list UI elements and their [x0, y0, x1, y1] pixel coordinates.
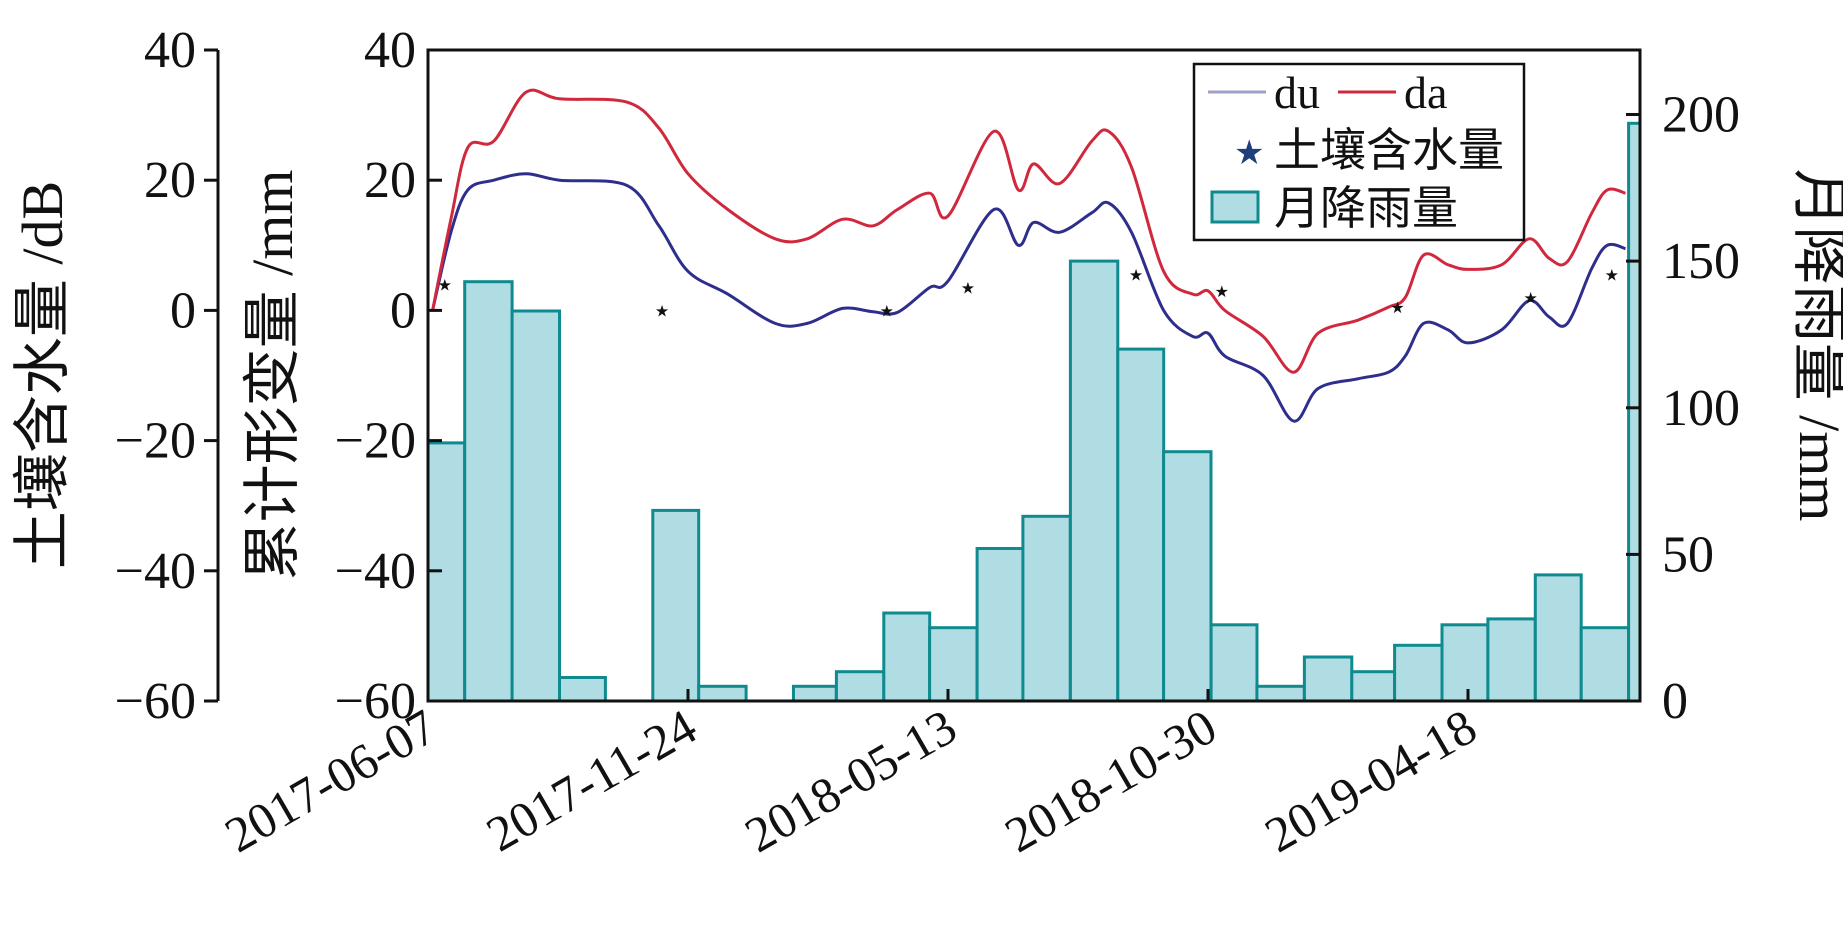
legend-soil-label: 土壤含水量	[1274, 125, 1504, 176]
legend-du-label: du	[1274, 67, 1320, 118]
rainfall-bar	[834, 670, 886, 703]
deformation-tick-label: 0	[390, 282, 416, 339]
plot-frame	[426, 48, 1642, 703]
legend-soil-star: ★	[1234, 135, 1264, 172]
rainfall-bar	[697, 684, 748, 703]
rainfall-bars	[426, 121, 1642, 703]
rainfall-bar	[558, 676, 607, 703]
rainfall-bar	[1579, 626, 1631, 703]
x-axis: 2017-06-07 2017-11-24 2018-05-13 2018-10-30…	[215, 689, 1486, 863]
soil-moisture-tick-label: 20	[144, 152, 196, 209]
deformation-axis-title: 累计形变量 /mm	[240, 170, 305, 581]
rainfall-axis-title: 月降雨量 /mm	[1787, 169, 1843, 522]
deformation-tick-label: 20	[364, 152, 416, 209]
x-tick-label: 2018-05-13	[735, 698, 965, 863]
rainfall-tick-label: 50	[1662, 526, 1714, 583]
rainfall-bar	[1068, 259, 1120, 703]
rainfall-bar	[651, 508, 701, 703]
soil-moisture-tick-label: −40	[115, 543, 196, 600]
rainfall-bar	[1255, 684, 1306, 703]
deformation-tick-label: −60	[335, 673, 416, 730]
series-line-du	[431, 172, 1626, 423]
soil-moisture-point: ★	[438, 277, 452, 294]
rainfall-bar	[928, 626, 979, 703]
deformation-tick-label: −40	[335, 543, 416, 600]
deformation-tick-label: −20	[335, 413, 416, 470]
rainfall-bar	[510, 309, 561, 703]
rainfall-bar	[1162, 450, 1213, 703]
legend-rain-swatch	[1210, 190, 1260, 224]
deformation-tick-label: 40	[364, 22, 416, 79]
soil-moisture-tick-label: −60	[115, 673, 196, 730]
soil-moisture-axis: 40 20 0 −20 −40 −60 土壤含水量 /dB	[10, 22, 220, 730]
legend-da-label: da	[1404, 67, 1447, 118]
rainfall-bar	[1533, 573, 1583, 703]
soil-moisture-point: ★	[1215, 284, 1229, 301]
rainfall-tick-label: 150	[1662, 233, 1740, 290]
deformation-lines	[431, 88, 1626, 423]
rainfall-bar	[1440, 623, 1490, 703]
x-tick-label: 2017-11-24	[477, 698, 705, 862]
rainfall-bar	[1627, 121, 1642, 703]
x-tick-label: 2018-10-30	[995, 698, 1225, 863]
x-tick-label: 2019-04-18	[1255, 698, 1485, 863]
rainfall-bar	[975, 547, 1025, 703]
soil-moisture-point: ★	[961, 281, 975, 298]
soil-moisture-tick-label: −20	[115, 413, 196, 470]
x-tick-label: 2017-06-07	[215, 698, 445, 863]
legend: du da ★ 土壤含水量 月降雨量	[1192, 62, 1526, 242]
legend-rain-label: 月降雨量	[1274, 183, 1458, 234]
rainfall-bar	[882, 611, 932, 703]
soil-moisture-point: ★	[1129, 268, 1143, 285]
rainfall-tick-label: 200	[1662, 87, 1740, 144]
rainfall-bar	[1116, 347, 1166, 703]
rainfall-tick-label: 0	[1662, 673, 1688, 730]
rainfall-bar	[1209, 623, 1259, 703]
rainfall-bar	[1350, 670, 1397, 703]
rainfall-bar	[1393, 643, 1444, 703]
soil-moisture-axis-title: 土壤含水量 /dB	[10, 181, 75, 569]
soil-moisture-point: ★	[880, 303, 894, 320]
rainfall-bar	[1486, 617, 1537, 703]
deformation-axis: 40 20 0 −20 −40 −60 累计形变量 /mm	[240, 22, 442, 730]
soil-moisture-tick-label: 40	[144, 22, 196, 79]
rainfall-bar	[792, 684, 838, 703]
soil-moisture-point: ★	[1390, 300, 1404, 317]
rainfall-bar	[463, 280, 514, 703]
rainfall-bar	[1302, 655, 1354, 703]
rainfall-tick-label: 100	[1662, 380, 1740, 437]
soil-moisture-markers: ★ ★ ★ ★ ★ ★ ★ ★ ★	[438, 268, 1619, 321]
rainfall-bar	[1021, 514, 1072, 703]
soil-moisture-tick-label: 0	[170, 282, 196, 339]
rainfall-axis: 0 50 100 150 200 月降雨量 /mm	[1626, 87, 1843, 730]
soil-moisture-point: ★	[1605, 268, 1619, 285]
series-line-da	[431, 88, 1626, 374]
soil-moisture-point: ★	[1524, 290, 1538, 307]
soil-moisture-point: ★	[655, 303, 669, 320]
